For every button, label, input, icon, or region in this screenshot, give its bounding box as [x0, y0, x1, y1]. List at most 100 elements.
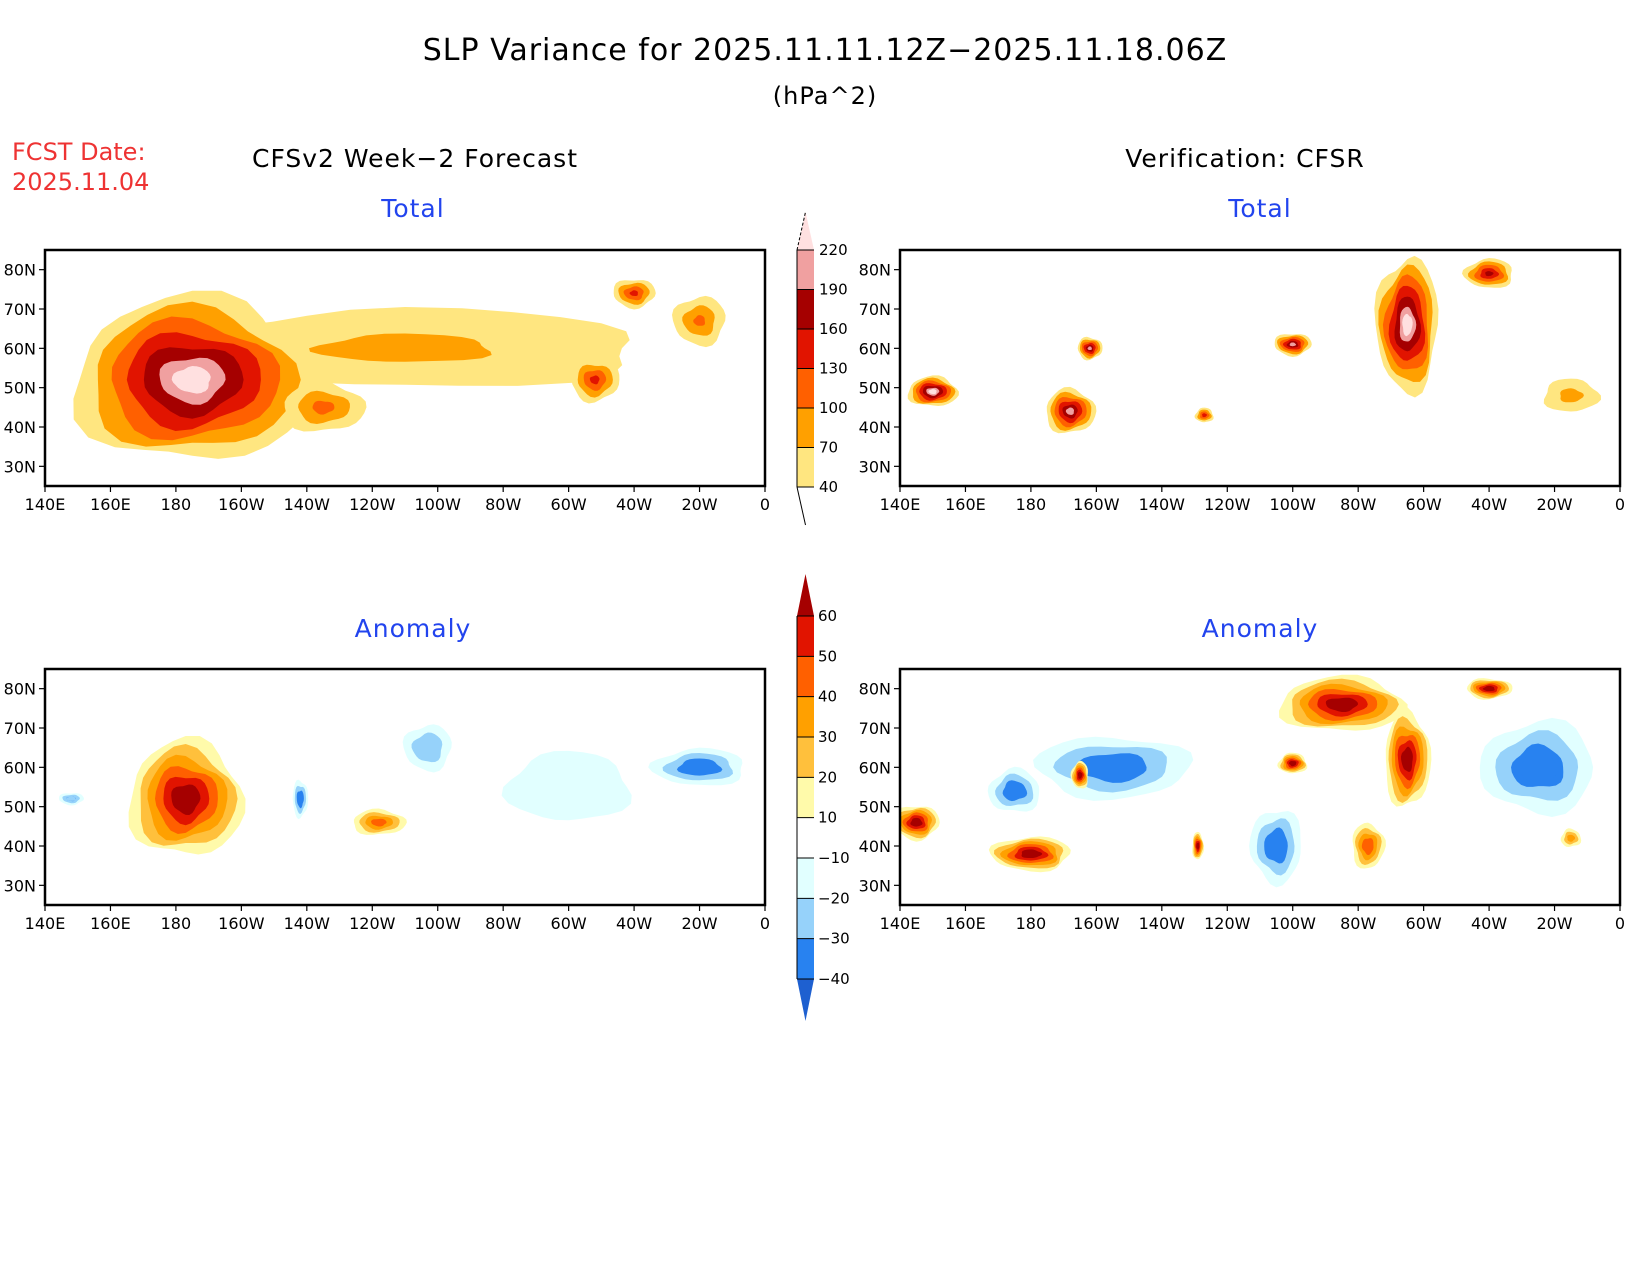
x-tick-label: 140E: [880, 495, 921, 514]
colorbar-swatch: [797, 817, 814, 858]
contour-region: [630, 290, 638, 296]
units-label: (hPa^2): [772, 82, 878, 110]
y-tick-label: 40N: [859, 837, 891, 856]
x-tick-label: 140W: [1139, 914, 1186, 933]
x-tick-label: 180: [1016, 495, 1047, 514]
x-tick-label: 140W: [1139, 495, 1186, 514]
x-tick-label: 0: [1615, 495, 1625, 514]
forecast-date-label: FCST Date:: [12, 138, 146, 166]
x-tick-label: 0: [760, 495, 770, 514]
colorbar-swatch: [797, 289, 814, 329]
x-tick-label: 120W: [1204, 914, 1251, 933]
contour-region: [1202, 414, 1206, 417]
x-tick-label: 0: [760, 914, 770, 933]
contour-region: [66, 796, 76, 801]
y-tick-label: 60N: [4, 758, 36, 777]
x-tick-label: 160E: [945, 495, 986, 514]
y-tick-label: 80N: [4, 261, 36, 280]
contour-field: [45, 669, 765, 905]
colorbar-label: 70: [819, 439, 838, 457]
x-tick-label: 160W: [218, 495, 265, 514]
contour-region: [523, 761, 617, 811]
colorbar-swatch: [797, 898, 814, 939]
x-tick-label: 40W: [1471, 914, 1507, 933]
x-tick-label: 140E: [25, 914, 66, 933]
colorbar-label: 10: [818, 809, 837, 827]
contour-region: [1087, 346, 1092, 350]
y-tick-label: 80N: [859, 680, 891, 699]
y-tick-label: 30N: [4, 457, 36, 476]
x-tick-label: 180: [1016, 914, 1047, 933]
y-tick-label: 50N: [859, 379, 891, 398]
colorbar-extend-top: [797, 574, 814, 616]
x-tick-label: 160W: [1073, 495, 1120, 514]
x-tick-label: 100W: [1270, 495, 1317, 514]
x-tick-label: 20W: [1536, 495, 1572, 514]
x-tick-label: 120W: [349, 495, 396, 514]
x-tick-label: 60W: [1406, 914, 1442, 933]
y-tick-label: 70N: [4, 719, 36, 738]
verification-column-title: Verification: CFSR: [1125, 144, 1365, 173]
contour-region: [1078, 772, 1082, 778]
x-tick-label: 100W: [415, 495, 462, 514]
contour-region: [316, 403, 331, 412]
colorbar-swatch: [797, 368, 814, 408]
colorbar-label: 20: [818, 768, 837, 786]
colorbar-swatch: [797, 616, 814, 657]
colorbar-swatch: [797, 858, 814, 899]
map-frame: [43, 667, 767, 907]
y-tick-label: 60N: [859, 339, 891, 358]
colorbar-swatch: [797, 777, 814, 818]
contour-region: [1290, 761, 1296, 766]
contour-region: [1196, 843, 1199, 849]
y-tick-label: 60N: [4, 339, 36, 358]
contour-region: [1267, 832, 1285, 858]
y-tick-label: 30N: [4, 876, 36, 895]
contour-region: [912, 819, 921, 826]
colorbar-label: 50: [818, 647, 837, 665]
contour-region: [1329, 699, 1353, 710]
colorbar-extend-top: [797, 212, 814, 250]
y-tick-label: 50N: [4, 798, 36, 817]
contour-region: [684, 761, 717, 774]
contour-region: [1564, 391, 1578, 400]
contour-region: [416, 736, 438, 758]
y-tick-label: 70N: [4, 300, 36, 319]
colorbar-label: 30: [818, 728, 837, 746]
colorbar-label: 160: [819, 320, 848, 338]
x-tick-label: 120W: [349, 914, 396, 933]
verification-total-title: Total: [1228, 194, 1292, 223]
x-tick-label: 0: [1615, 914, 1625, 933]
total-colorbar: 40 70 100 130 160 190 220: [796, 211, 848, 526]
contour-region: [590, 376, 599, 384]
colorbar-label: 40: [818, 688, 837, 706]
colorbar-extend-bottom: [796, 486, 806, 526]
x-tick-label: 80W: [485, 495, 521, 514]
x-tick-label: 100W: [415, 914, 462, 933]
colorbar-label: 100: [819, 399, 848, 417]
y-tick-label: 30N: [859, 876, 891, 895]
x-tick-label: 20W: [1536, 914, 1572, 933]
x-tick-label: 140W: [284, 495, 331, 514]
contour-region: [371, 818, 387, 827]
contour-region: [339, 338, 472, 358]
y-tick-label: 80N: [4, 680, 36, 699]
contour-region: [1402, 314, 1413, 337]
colorbar-swatch: [797, 938, 814, 979]
contour-region: [1567, 834, 1575, 842]
colorbar-label: 220: [819, 241, 848, 259]
y-tick-label: 40N: [4, 418, 36, 437]
contour-field: [900, 669, 1620, 905]
verification-anomaly-panel: 140E 160E 180 160W 140W 120W 100W 80W 60W 40W 20W 0…: [859, 667, 1625, 933]
y-tick-label: 50N: [859, 798, 891, 817]
forecast-column-title: CFSv2 Week−2 Forecast: [252, 144, 578, 173]
forecast-anomaly-title: Anomaly: [354, 614, 472, 643]
colorbar-swatch: [797, 408, 814, 448]
x-tick-label: 160W: [1073, 914, 1120, 933]
colorbar-label: 130: [819, 360, 848, 378]
contour-region: [1006, 784, 1024, 799]
colorbar-swatch: [797, 329, 814, 369]
x-tick-label: 140E: [880, 914, 921, 933]
contour-region: [174, 788, 196, 810]
contour-region: [1484, 686, 1494, 691]
